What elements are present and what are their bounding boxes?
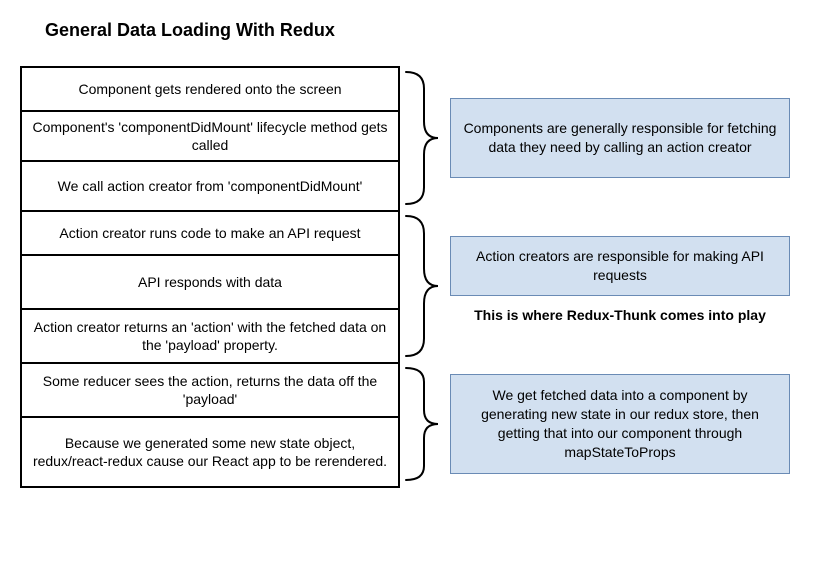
callout-note-1: This is where Redux-Thunk comes into pla… <box>450 306 790 324</box>
step-5: Action creator returns an 'action' with … <box>22 310 398 364</box>
step-6: Some reducer sees the action, returns th… <box>22 364 398 418</box>
step-0: Component gets rendered onto the screen <box>22 68 398 112</box>
callout-1: Action creators are responsible for maki… <box>450 236 790 296</box>
step-2: We call action creator from 'componentDi… <box>22 162 398 212</box>
step-1: Component's 'componentDidMount' lifecycl… <box>22 112 398 162</box>
brace-icon <box>402 364 448 484</box>
step-4: API responds with data <box>22 256 398 310</box>
brace-icon <box>402 212 448 360</box>
diagram-container: Component gets rendered onto the screenC… <box>20 66 833 488</box>
step-7: Because we generated some new state obje… <box>22 418 398 488</box>
brace-icon <box>402 68 448 208</box>
callout-0: Components are generally responsible for… <box>450 98 790 178</box>
steps-column: Component gets rendered onto the screenC… <box>20 66 400 488</box>
step-3: Action creator runs code to make an API … <box>22 212 398 256</box>
callout-2: We get fetched data into a component by … <box>450 374 790 474</box>
diagram-title: General Data Loading With Redux <box>45 20 833 41</box>
